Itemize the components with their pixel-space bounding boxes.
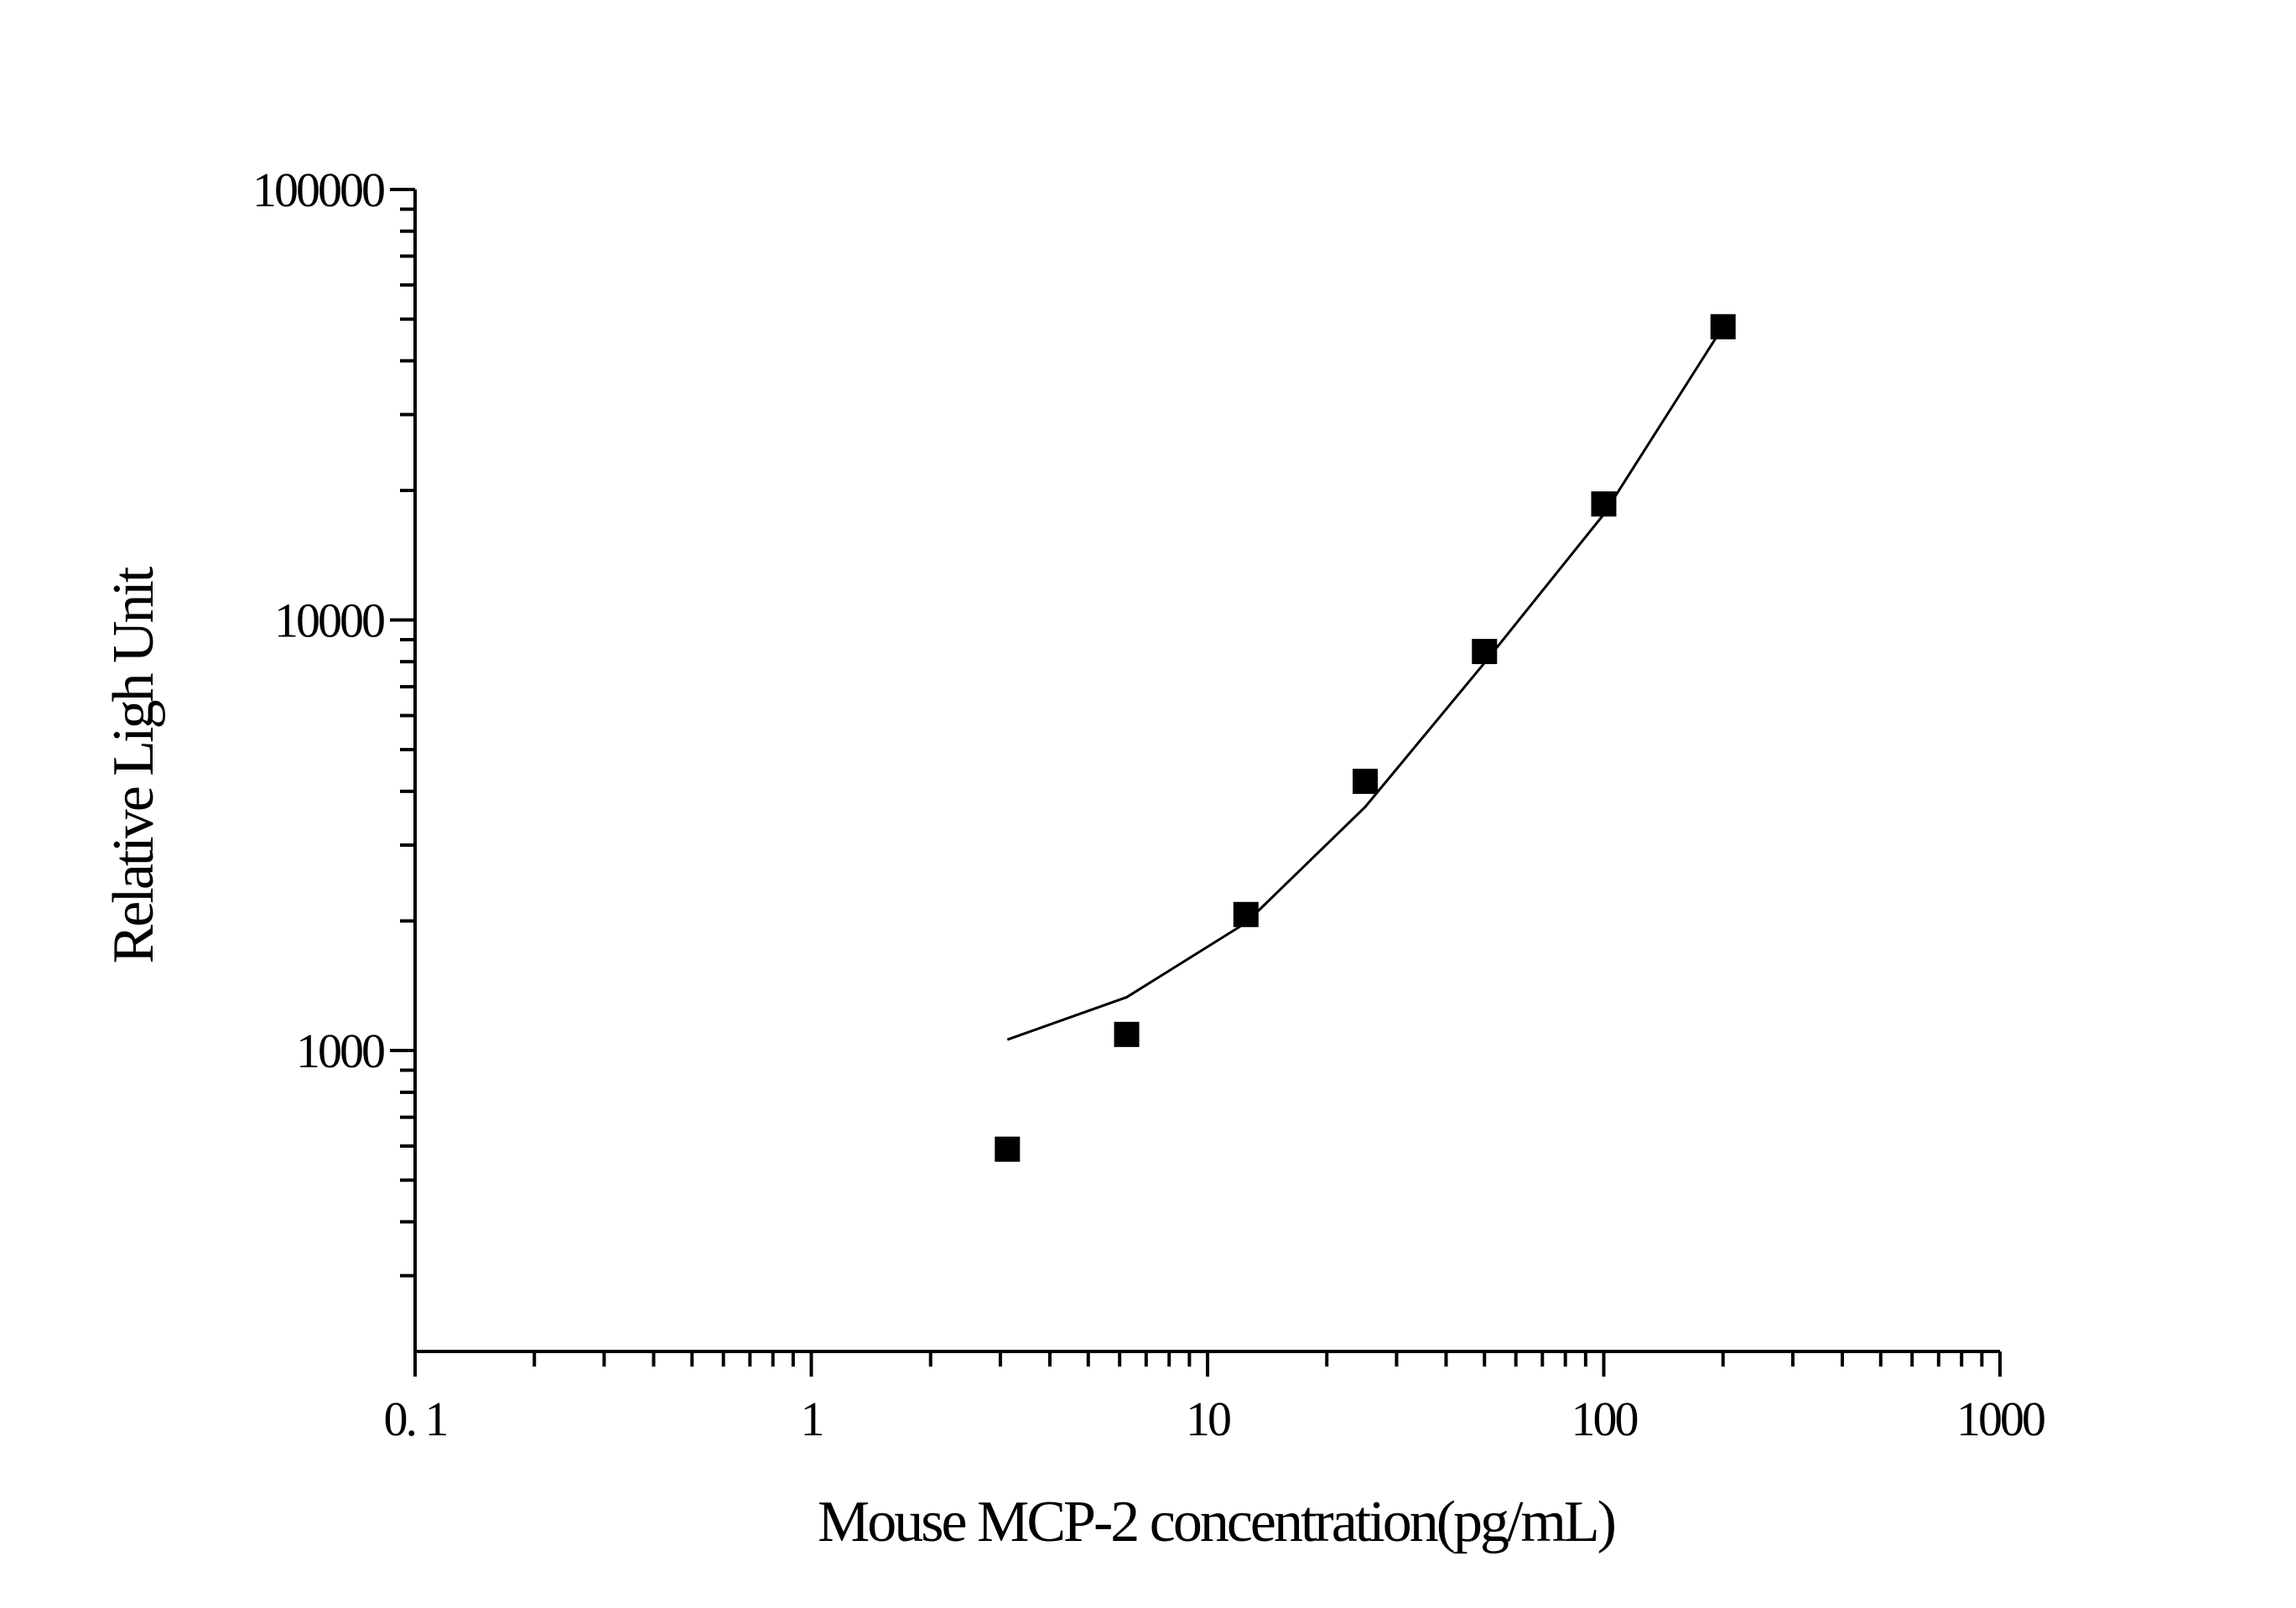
x-tick-label: 1000	[1956, 1392, 2044, 1446]
x-tick-label: 0. 1	[384, 1392, 447, 1446]
axes	[413, 189, 2000, 1353]
data-point	[1233, 901, 1259, 927]
fit-line	[1006, 325, 1725, 1041]
data-point	[1472, 639, 1498, 665]
data-points-series	[995, 314, 1736, 1162]
x-tick-label: 1	[801, 1392, 823, 1446]
y-ticks: 1000 10000 100000	[252, 163, 415, 1278]
x-ticks: 0. 1 1 10 100 1000	[384, 1351, 2047, 1446]
data-point	[1710, 314, 1736, 340]
x-tick-label: 100	[1571, 1392, 1638, 1446]
x-tick-label: 10	[1186, 1392, 1230, 1446]
y-axis-title: Relative Ligh Unit	[101, 566, 166, 963]
y-tick-label: 100000	[252, 163, 384, 217]
y-tick-label: 1000	[296, 1024, 384, 1078]
y-tick-label: 10000	[274, 594, 384, 648]
data-point	[1591, 491, 1617, 517]
fit-line-series	[1006, 325, 1725, 1041]
data-point	[995, 1136, 1021, 1162]
data-point	[1114, 1021, 1140, 1047]
data-point	[1353, 768, 1379, 794]
x-axis-title: Mouse MCP-2 concentration(pg/mL)	[818, 1490, 1615, 1554]
